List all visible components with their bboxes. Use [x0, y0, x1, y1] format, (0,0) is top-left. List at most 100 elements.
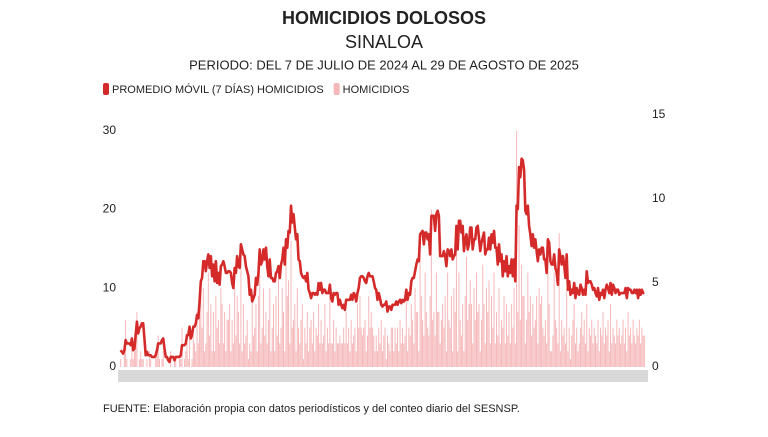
bar [533, 327, 535, 367]
legend-marker [333, 83, 340, 95]
bar [387, 335, 389, 367]
bar [608, 351, 610, 367]
bar [623, 343, 625, 367]
bar [620, 343, 622, 367]
bar [269, 288, 271, 367]
bar [206, 311, 208, 367]
bar [407, 351, 409, 367]
bar [434, 335, 436, 367]
bar [577, 351, 579, 367]
bar [588, 327, 590, 367]
bar [506, 304, 508, 367]
bar [148, 351, 150, 367]
bar [537, 343, 539, 367]
bar [293, 319, 295, 367]
bar [483, 304, 485, 367]
bar [140, 351, 142, 367]
y2-tick-label: 10 [652, 191, 666, 205]
bar [522, 296, 524, 367]
bar [204, 351, 206, 367]
bar [366, 335, 368, 367]
bar [489, 343, 491, 367]
bar [379, 343, 381, 367]
bar [184, 359, 186, 367]
bar [313, 311, 315, 367]
bar [402, 327, 404, 367]
bar [146, 359, 148, 367]
bar [296, 288, 298, 367]
bar [191, 359, 193, 367]
bar [601, 335, 603, 367]
bar [236, 296, 238, 367]
bar [400, 343, 402, 367]
bar [158, 359, 160, 367]
bar [621, 335, 623, 367]
bar [222, 343, 224, 367]
bar [517, 311, 519, 367]
bar [424, 272, 426, 367]
bar [231, 319, 233, 367]
bar [417, 311, 419, 367]
bar [120, 359, 122, 367]
bar [414, 288, 416, 367]
bar [333, 319, 335, 367]
bar [478, 304, 480, 367]
bar [351, 343, 353, 367]
bar [592, 343, 594, 367]
bar [547, 241, 549, 367]
x-axis-labels-band [118, 370, 648, 382]
bar [399, 319, 401, 367]
bar [448, 319, 450, 367]
bar [571, 335, 573, 367]
bar [584, 343, 586, 367]
bar [488, 280, 490, 367]
bar [255, 304, 257, 367]
bar [209, 335, 211, 367]
y2-tick-label: 5 [652, 275, 659, 289]
bar [384, 327, 386, 367]
bar [260, 343, 262, 367]
bar [305, 343, 307, 367]
bar [192, 335, 194, 367]
bar [180, 359, 182, 367]
bar [513, 288, 515, 367]
bar [454, 311, 456, 367]
bar [364, 319, 366, 367]
bar [157, 335, 159, 367]
bar [491, 296, 493, 367]
bar [566, 288, 568, 367]
bar [234, 288, 236, 367]
bar [628, 335, 630, 367]
bar [552, 335, 554, 367]
bar [439, 343, 441, 367]
bar [507, 335, 509, 367]
bar [155, 351, 157, 367]
bar [626, 351, 628, 367]
bar [429, 296, 431, 367]
bar [220, 288, 222, 367]
bar [596, 343, 598, 367]
bar [487, 311, 489, 367]
bar [541, 296, 543, 367]
bar [450, 296, 452, 367]
bar [404, 335, 406, 367]
bar [445, 351, 447, 367]
bar [343, 327, 345, 367]
bar [465, 256, 467, 367]
bar [210, 304, 212, 367]
bar [498, 288, 500, 367]
bar [641, 327, 643, 367]
bar [569, 359, 571, 367]
bar [346, 343, 348, 367]
bar [365, 351, 367, 367]
bar [574, 343, 576, 367]
bar [561, 319, 563, 367]
bar [611, 343, 613, 367]
bar [245, 335, 247, 367]
bar [374, 351, 376, 367]
bar [578, 343, 580, 367]
bar [388, 343, 390, 367]
bar [185, 351, 187, 367]
bar [427, 327, 429, 367]
bar [310, 319, 312, 367]
